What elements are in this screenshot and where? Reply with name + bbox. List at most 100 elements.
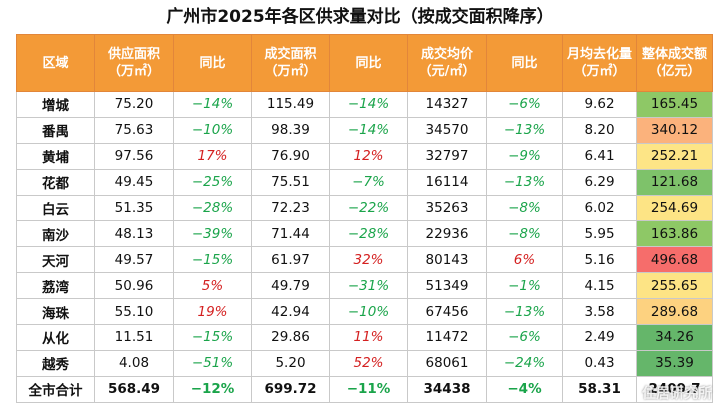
- total-row: 全市合计 568.49 −12% 699.72 −11% 34438 −4% 58.31 240…: [16, 375, 713, 403]
- region-cell: 南沙: [16, 220, 95, 248]
- total-amount-cell: 165.45: [636, 91, 713, 118]
- table-body: 增城 75.20 −14% 115.49 −14% 14327 −6% 9.62 165.45 番…: [16, 91, 713, 403]
- price-yoy-cell: −13%: [486, 116, 563, 144]
- supply-area-cell: 51.35: [94, 194, 174, 222]
- avg-price-cell: 14327: [407, 91, 487, 118]
- header-line: 区域: [42, 55, 69, 71]
- supply-area-cell: 49.45: [94, 168, 174, 196]
- deal-area-cell: 98.39: [251, 116, 330, 144]
- avg-price-cell: 67456: [407, 298, 487, 326]
- deal-area-cell: 61.97: [251, 246, 330, 274]
- monthly-absorption-cell: 8.20: [562, 116, 637, 144]
- region-cell: 全市合计: [16, 375, 95, 403]
- supply-area-cell: 11.51: [94, 324, 174, 351]
- total-amount-cell: 34.26: [636, 324, 713, 351]
- region-cell: 天河: [16, 246, 95, 274]
- region-cell: 番禺: [16, 116, 95, 144]
- table-row: 从化 11.51 −15% 29.86 11% 11472 −6% 2.49 34.26: [16, 324, 713, 351]
- monthly-absorption-cell: 5.95: [562, 220, 637, 248]
- header-price-yoy: 同比: [486, 34, 563, 92]
- monthly-absorption-cell: 6.29: [562, 168, 637, 196]
- deal-yoy-cell: −7%: [329, 168, 408, 196]
- supply-area-cell: 48.13: [94, 220, 174, 248]
- supply-yoy-cell: −39%: [173, 220, 252, 248]
- avg-price-cell: 16114: [407, 168, 487, 196]
- header-total-amount: 整体成交额 （亿元）: [636, 34, 713, 92]
- region-cell: 黄埔: [16, 142, 95, 170]
- supply-yoy-cell: −10%: [173, 116, 252, 144]
- price-yoy-cell: 6%: [486, 246, 563, 274]
- region-cell: 花都: [16, 168, 95, 196]
- header-line: 成交面积: [264, 47, 317, 62]
- header-line: （亿元）: [648, 64, 701, 79]
- watermark-text: 住居研究所: [642, 386, 712, 402]
- deal-yoy-cell: 52%: [329, 349, 408, 377]
- deal-yoy-cell: 11%: [329, 324, 408, 351]
- supply-area-cell: 50.96: [94, 272, 174, 300]
- deal-area-cell: 29.86: [251, 324, 330, 351]
- price-yoy-cell: −6%: [486, 324, 563, 351]
- supply-yoy-cell: 17%: [173, 142, 252, 170]
- table-row: 花都 49.45 −25% 75.51 −7% 16114 −13% 6.29 121.68: [16, 168, 713, 196]
- header-deal-yoy: 同比: [329, 34, 408, 92]
- monthly-absorption-cell: 3.58: [562, 298, 637, 326]
- supply-yoy-cell: −15%: [173, 246, 252, 274]
- deal-yoy-cell: 12%: [329, 142, 408, 170]
- table-row: 黄埔 97.56 17% 76.90 12% 32797 −9% 6.41 252.21: [16, 142, 713, 170]
- deal-yoy-cell: −31%: [329, 272, 408, 300]
- header-line: 同比: [199, 55, 226, 71]
- region-cell: 荔湾: [16, 272, 95, 300]
- deal-area-cell: 72.23: [251, 194, 330, 222]
- avg-price-cell: 22936: [407, 220, 487, 248]
- total-amount-cell: 121.68: [636, 168, 713, 196]
- deal-area-cell: 115.49: [251, 91, 330, 118]
- region-cell: 白云: [16, 194, 95, 222]
- supply-area-cell: 55.10: [94, 298, 174, 326]
- monthly-absorption-cell: 6.41: [562, 142, 637, 170]
- header-line: （万㎡）: [107, 64, 160, 79]
- deal-area-cell: 49.79: [251, 272, 330, 300]
- table-row: 荔湾 50.96 5% 49.79 −31% 51349 −1% 4.15 255.65: [16, 272, 713, 300]
- monthly-absorption-cell: 6.02: [562, 194, 637, 222]
- total-amount-cell: 35.39: [636, 349, 713, 377]
- supply-area-cell: 75.20: [94, 91, 174, 118]
- table-row: 天河 49.57 −15% 61.97 32% 80143 6% 5.16 496.68: [16, 246, 713, 274]
- total-amount-cell: 2409.7: [636, 375, 713, 403]
- avg-price-cell: 11472: [407, 324, 487, 351]
- supply-yoy-cell: 19%: [173, 298, 252, 326]
- monthly-absorption-cell: 2.49: [562, 324, 637, 351]
- supply-yoy-cell: −15%: [173, 324, 252, 351]
- supply-area-cell: 4.08: [94, 349, 174, 377]
- total-amount-cell: 340.12: [636, 116, 713, 144]
- supply-area-cell: 97.56: [94, 142, 174, 170]
- monthly-absorption-cell: 4.15: [562, 272, 637, 300]
- header-region: 区域: [16, 34, 95, 92]
- supply-yoy-cell: −14%: [173, 91, 252, 118]
- deal-yoy-cell: 32%: [329, 246, 408, 274]
- header-avg-price: 成交均价 （元/㎡）: [407, 34, 487, 92]
- monthly-absorption-cell: 58.31: [562, 375, 637, 403]
- avg-price-cell: 34438: [407, 375, 487, 403]
- header-line: 整体成交额: [641, 47, 707, 62]
- avg-price-cell: 51349: [407, 272, 487, 300]
- supply-yoy-cell: −51%: [173, 349, 252, 377]
- price-yoy-cell: −9%: [486, 142, 563, 170]
- region-cell: 越秀: [16, 349, 95, 377]
- region-cell: 海珠: [16, 298, 95, 326]
- header-line: 同比: [511, 55, 538, 71]
- total-amount-cell: 289.68: [636, 298, 713, 326]
- table-row: 南沙 48.13 −39% 71.44 −28% 22936 −8% 5.95 163.86: [16, 220, 713, 248]
- price-yoy-cell: −13%: [486, 298, 563, 326]
- header-line: （万㎡）: [264, 64, 317, 79]
- deal-yoy-cell: −14%: [329, 116, 408, 144]
- supply-yoy-cell: −28%: [173, 194, 252, 222]
- table-row: 番禺 75.63 −10% 98.39 −14% 34570 −13% 8.20 340.12: [16, 116, 713, 144]
- supply-area-cell: 49.57: [94, 246, 174, 274]
- header-supply-yoy: 同比: [173, 34, 252, 92]
- region-cell: 增城: [16, 91, 95, 118]
- supply-yoy-cell: −25%: [173, 168, 252, 196]
- avg-price-cell: 68061: [407, 349, 487, 377]
- deal-area-cell: 42.94: [251, 298, 330, 326]
- table-row: 白云 51.35 −28% 72.23 −22% 35263 −8% 6.02 254.69: [16, 194, 713, 222]
- deal-area-cell: 5.20: [251, 349, 330, 377]
